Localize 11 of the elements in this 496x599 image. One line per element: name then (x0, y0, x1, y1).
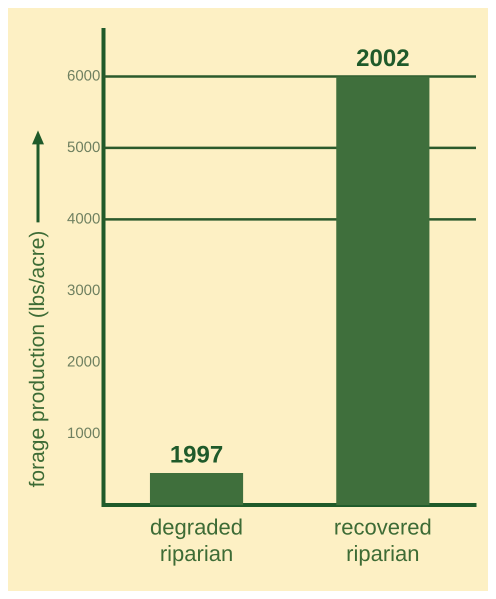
y-tick-label: 5000 (66, 139, 100, 156)
annotation: 1997 (170, 442, 224, 469)
y-tick-label: 3000 (66, 282, 100, 299)
y-tick-label: 1000 (66, 424, 100, 442)
y-tick-label: 2000 (66, 353, 100, 370)
annotation: 2002 (356, 45, 410, 72)
y-tick-label: 6000 (66, 68, 100, 85)
x-tick-label: recovered riparian (334, 514, 432, 566)
y-axis-title: forage production (lbs/acre) (26, 230, 50, 488)
x-tick-label: degraded riparian (150, 514, 244, 566)
y-tick-label: 4000 (66, 210, 100, 228)
